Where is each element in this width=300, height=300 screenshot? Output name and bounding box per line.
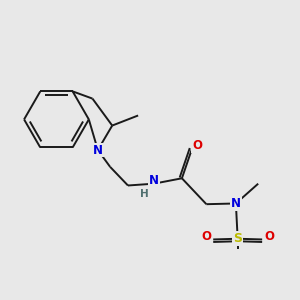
- Text: N: N: [93, 143, 103, 157]
- Text: O: O: [201, 230, 211, 243]
- Text: N: N: [231, 197, 241, 210]
- Text: H: H: [140, 189, 149, 199]
- Text: N: N: [149, 174, 159, 187]
- Text: S: S: [233, 232, 242, 245]
- Text: O: O: [192, 139, 203, 152]
- Text: O: O: [264, 230, 274, 243]
